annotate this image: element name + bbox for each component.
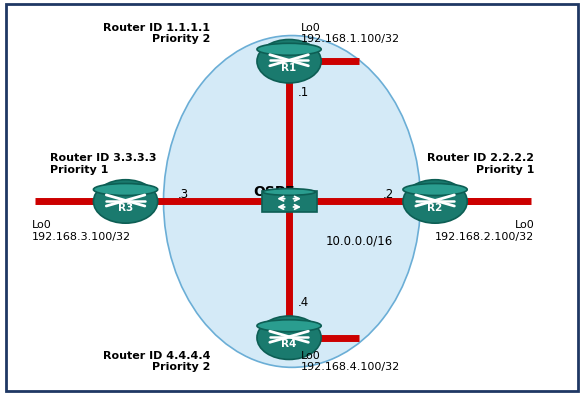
Text: .1: .1: [298, 87, 309, 99]
Text: OSPF: OSPF: [253, 184, 296, 199]
Text: Router ID 4.4.4.4
Priority 2: Router ID 4.4.4.4 Priority 2: [103, 351, 210, 372]
Ellipse shape: [93, 184, 158, 196]
Text: Lo0
192.168.2.100/32: Lo0 192.168.2.100/32: [435, 220, 534, 242]
Circle shape: [257, 316, 321, 359]
Circle shape: [93, 180, 158, 223]
Text: R1: R1: [281, 63, 297, 73]
Text: R4: R4: [281, 339, 297, 349]
Text: 10.0.0.0/16: 10.0.0.0/16: [325, 235, 393, 247]
Text: R2: R2: [427, 203, 443, 213]
Text: .3: .3: [178, 188, 189, 201]
Circle shape: [403, 180, 467, 223]
Text: .2: .2: [383, 188, 394, 201]
Text: Router ID 1.1.1.1
Priority 2: Router ID 1.1.1.1 Priority 2: [103, 23, 210, 44]
Text: .4: .4: [298, 296, 309, 308]
Ellipse shape: [403, 184, 467, 196]
Ellipse shape: [257, 320, 321, 332]
Text: Router ID 3.3.3.3
Priority 1: Router ID 3.3.3.3 Priority 1: [50, 153, 156, 175]
FancyBboxPatch shape: [262, 191, 317, 212]
Ellipse shape: [164, 36, 420, 367]
Text: R3: R3: [118, 203, 133, 213]
Ellipse shape: [263, 189, 315, 195]
Ellipse shape: [257, 43, 321, 55]
Text: Lo0
192.168.1.100/32: Lo0 192.168.1.100/32: [301, 23, 400, 44]
Text: Router ID 2.2.2.2
Priority 1: Router ID 2.2.2.2 Priority 1: [427, 153, 534, 175]
Text: Lo0
192.168.4.100/32: Lo0 192.168.4.100/32: [301, 351, 400, 372]
Text: Lo0
192.168.3.100/32: Lo0 192.168.3.100/32: [32, 220, 131, 242]
Circle shape: [257, 40, 321, 83]
